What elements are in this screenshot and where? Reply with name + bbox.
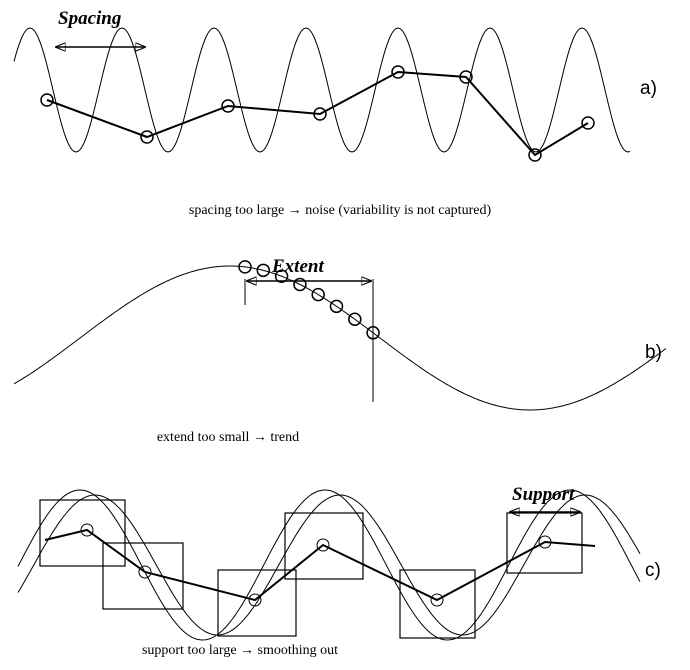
support-box [399,569,476,639]
sample [140,130,154,144]
sample [311,287,325,302]
support-box [39,499,126,567]
average [80,523,94,537]
sample [40,93,54,107]
sample [528,148,542,162]
average [316,538,330,552]
support-label: Support [512,484,575,505]
average [538,535,552,549]
sample [329,299,344,314]
caption: extend too small → trend [157,430,299,445]
average [248,593,262,607]
long-wave [13,265,667,411]
panel-tag: c) [645,560,661,581]
sine-wave [13,27,631,153]
average [138,565,152,579]
support-box [217,569,297,637]
sample [238,260,252,274]
sample [391,65,405,79]
average-line [44,528,596,602]
extent-label: Extent [271,256,324,277]
sample [313,107,327,121]
sample [581,116,595,130]
panel-tag: a) [640,78,657,99]
sample [459,70,473,84]
caption: support too large → smoothing out [142,643,338,658]
shapes [13,27,667,641]
sample [348,312,362,326]
support-box [284,512,364,580]
caption: spacing too large → noise (variability i… [189,203,492,218]
panel-tag: b) [645,342,662,363]
spacing-label: Spacing [58,8,121,29]
average [430,593,444,607]
sample [221,99,235,113]
support-box [102,542,184,610]
sample-line [46,70,589,157]
sine-wave [17,494,641,636]
